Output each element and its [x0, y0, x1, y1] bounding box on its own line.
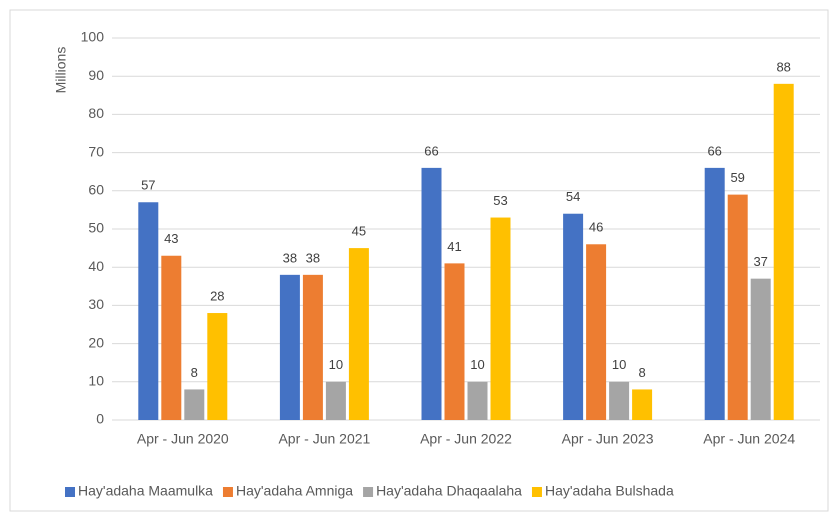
data-label: 8 [638, 365, 645, 380]
data-label: 28 [210, 288, 224, 303]
y-axis-label: Millions [53, 47, 69, 94]
data-label: 53 [493, 193, 507, 208]
bar [773, 83, 794, 420]
y-tick-label: 100 [81, 29, 105, 45]
legend-swatch [531, 487, 542, 497]
y-tick-label: 10 [88, 373, 104, 389]
bar [586, 244, 607, 420]
bar [421, 167, 442, 420]
legend-label: Hay'adaha Maamulka [78, 483, 213, 499]
legend-label: Hay'adaha Dhaqaalaha [376, 483, 522, 499]
bar [490, 217, 511, 420]
x-tick-label: Apr - Jun 2024 [703, 431, 795, 447]
y-tick-label: 20 [88, 334, 104, 350]
data-label: 37 [753, 254, 767, 269]
y-tick-label: 40 [88, 258, 104, 274]
data-label: 10 [612, 357, 626, 372]
data-label: 38 [283, 250, 297, 265]
bar [207, 313, 228, 420]
bar [348, 248, 369, 420]
bar [184, 389, 205, 420]
bar [325, 381, 346, 420]
y-tick-label: 30 [88, 296, 104, 312]
y-tick-label: 70 [88, 143, 104, 159]
bar [750, 278, 771, 420]
bar [279, 274, 300, 420]
data-label: 88 [776, 59, 790, 74]
y-tick-label: 60 [88, 182, 104, 198]
data-label: 43 [164, 231, 178, 246]
x-tick-label: Apr - Jun 2023 [562, 431, 654, 447]
bar [444, 263, 465, 420]
data-label: 45 [352, 224, 366, 239]
data-label: 38 [306, 250, 320, 265]
legend-label: Hay'adaha Bulshada [545, 483, 674, 499]
bar [467, 381, 488, 420]
legend-swatch [222, 487, 233, 497]
bar [161, 255, 182, 420]
data-label: 41 [447, 239, 461, 254]
x-tick-label: Apr - Jun 2022 [420, 431, 512, 447]
x-tick-label: Apr - Jun 2020 [137, 431, 229, 447]
bar [727, 194, 748, 420]
data-label: 8 [191, 365, 198, 380]
bar [632, 389, 653, 420]
data-label: 57 [141, 178, 155, 193]
bar [704, 167, 725, 420]
data-label: 10 [470, 357, 484, 372]
bar [609, 381, 630, 420]
y-tick-label: 90 [88, 67, 104, 83]
data-label: 10 [329, 357, 343, 372]
legend-swatch [65, 487, 75, 497]
y-tick-label: 0 [96, 411, 104, 427]
bar [563, 213, 584, 420]
y-tick-label: 50 [88, 220, 104, 236]
data-label: 66 [424, 143, 438, 158]
y-tick-label: 80 [88, 105, 104, 121]
data-label: 66 [707, 143, 721, 158]
data-label: 46 [589, 220, 603, 235]
bar [138, 202, 159, 420]
legend-label: Hay'adaha Amniga [236, 483, 353, 499]
legend-swatch [363, 487, 374, 497]
data-label: 54 [566, 189, 580, 204]
bar [302, 274, 323, 420]
x-tick-label: Apr - Jun 2021 [278, 431, 370, 447]
data-label: 59 [730, 170, 744, 185]
